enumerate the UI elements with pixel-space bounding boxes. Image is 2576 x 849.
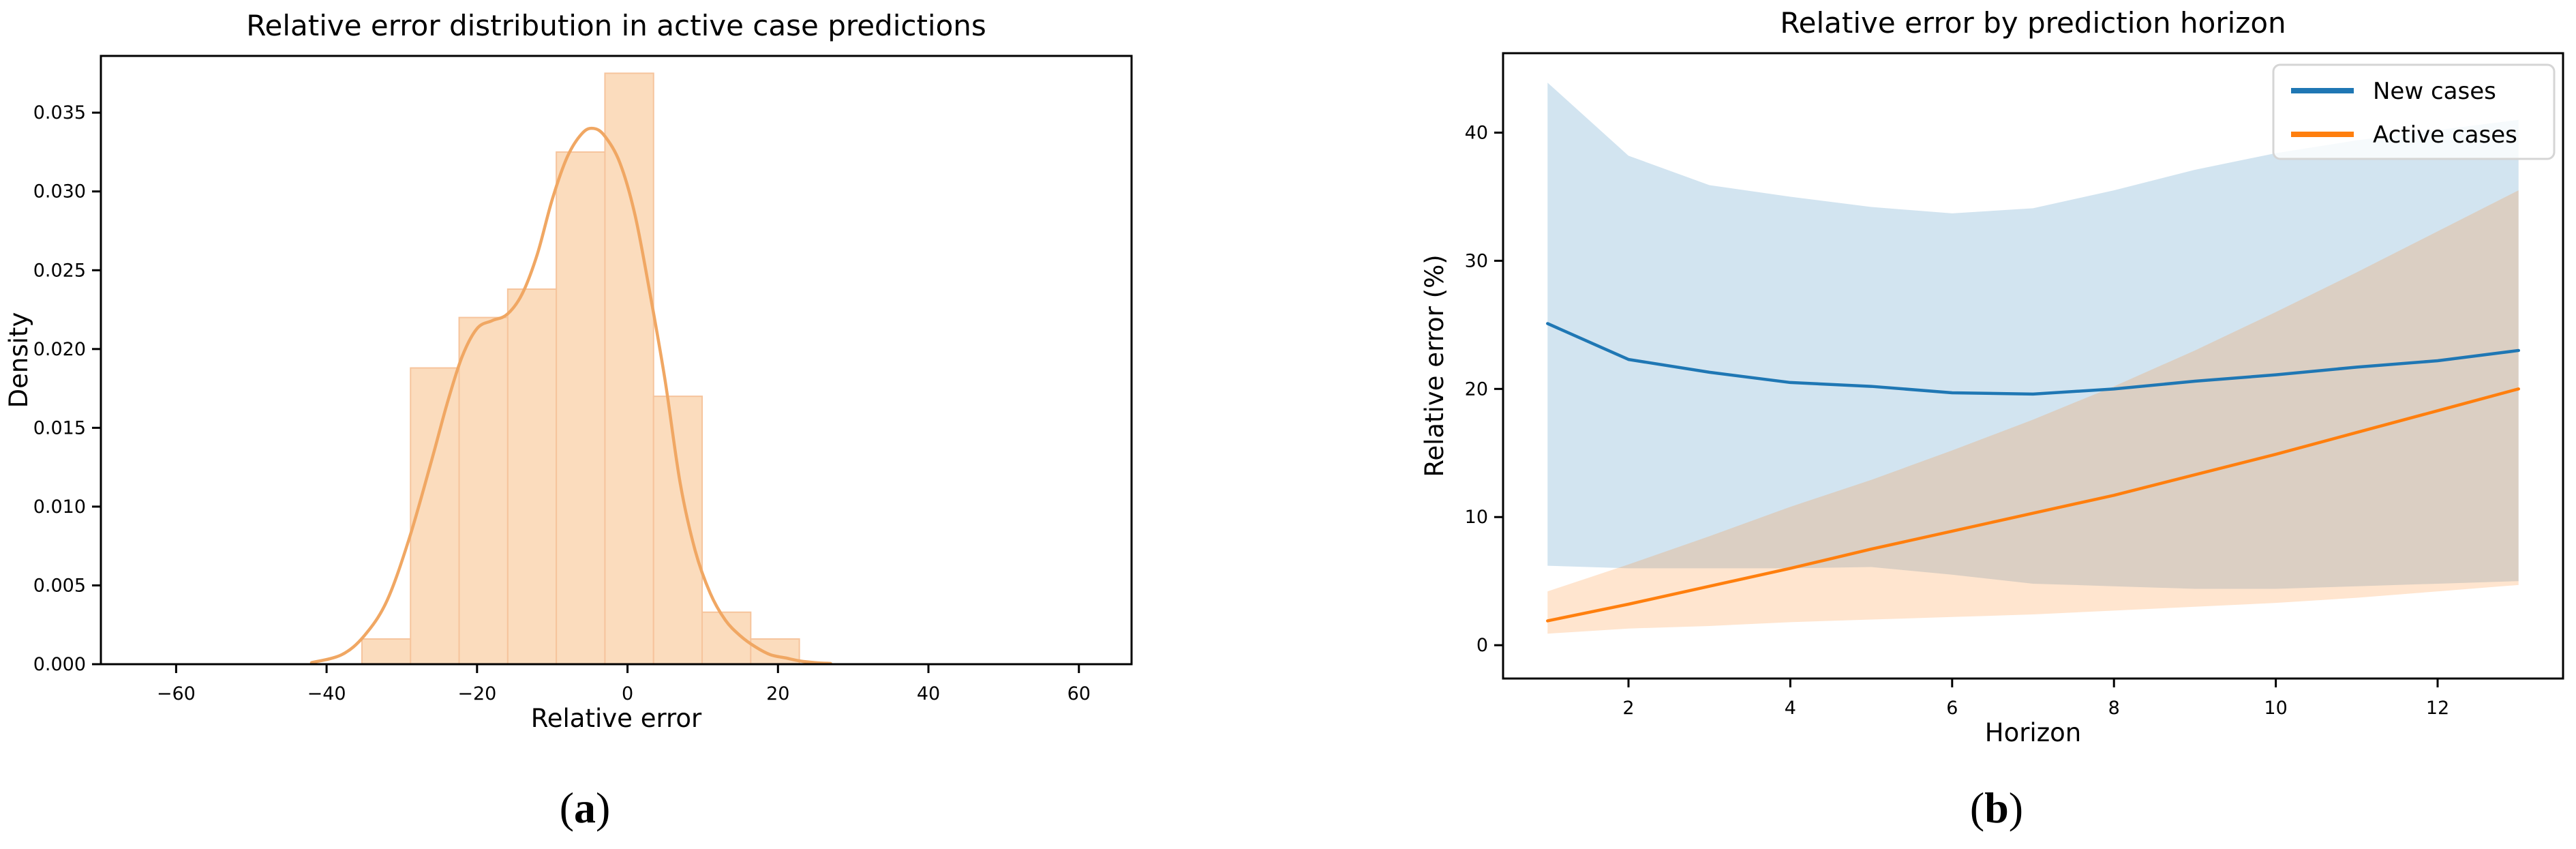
x-tick-label: 4 (1785, 698, 1796, 719)
chart-title: Relative error distribution in active ca… (246, 9, 986, 42)
x-axis-label: Horizon (1985, 718, 2081, 747)
y-tick-label: 0.020 (33, 339, 86, 360)
y-tick-label: 0.030 (33, 181, 86, 203)
caption-a-letter: a (574, 784, 596, 832)
histogram-bar (556, 151, 606, 665)
x-tick-label: 10 (2264, 698, 2287, 719)
y-axis-label: Relative error (%) (1420, 254, 1449, 477)
y-tick-label: 10 (1465, 507, 1488, 528)
histogram-bar (458, 316, 509, 665)
histogram-bar (410, 367, 460, 665)
x-tick-label: 8 (2108, 698, 2120, 719)
x-tick-label: −60 (157, 683, 196, 704)
active-cases-line (1546, 387, 2520, 623)
y-tick-label: 0.000 (33, 654, 86, 675)
y-tick-label: 20 (1465, 378, 1488, 400)
legend-label-active-cases: Active cases (2373, 121, 2517, 149)
y-axis-label: Density (4, 312, 33, 408)
horizon-line-chart: 2 4 6 8 10 12 0 10 20 30 40 Relative error by predi… (1420, 6, 2564, 747)
histogram-kde-chart: −60 −40 −20 0 20 40 60 0.000 0.005 0.010 0.015 0.02… (4, 9, 1133, 733)
y-tick-label: 40 (1465, 123, 1488, 144)
caption-b-close-paren: ) (2008, 784, 2024, 832)
x-axis-label: Relative error (531, 704, 702, 733)
caption-b-letter: b (1984, 784, 2009, 832)
x-tick-label: 60 (1067, 683, 1091, 704)
histogram-bar (652, 396, 703, 665)
x-tick-label: 6 (1946, 698, 1958, 719)
plot-border (1502, 52, 2564, 680)
y-tick-label: 0 (1476, 635, 1488, 656)
x-tick-label: 40 (917, 683, 940, 704)
y-tick-label: 0.015 (33, 417, 86, 438)
new-cases-band (1547, 83, 2519, 589)
y-tick-label: 0.010 (33, 496, 86, 518)
y-tick-label: 0.025 (33, 260, 86, 281)
x-tick-label: 2 (1622, 698, 1634, 719)
plot-border (100, 55, 1133, 666)
new-cases-line (1546, 322, 2520, 396)
histogram-bar (361, 638, 412, 665)
caption-b: (b) (1288, 783, 2576, 833)
y-tick-label: 0.035 (33, 102, 86, 123)
kde-curve (309, 126, 832, 666)
x-tick-label: −20 (457, 683, 496, 704)
y-tick-label: 0.005 (33, 575, 86, 596)
caption-a-close-paren: ) (596, 784, 611, 832)
x-tick-label: −40 (307, 683, 346, 704)
histogram-bar (506, 288, 558, 665)
legend-label-new-cases: New cases (2373, 78, 2496, 105)
caption-a: (a) (0, 783, 1170, 833)
caption-b-open-paren: ( (1969, 784, 1985, 832)
active-cases-band (1547, 190, 2519, 634)
x-tick-label: 0 (622, 683, 633, 704)
histogram-bar (604, 72, 654, 666)
panel-histogram: −60 −40 −20 0 20 40 60 0.000 0.005 0.010 0.015 0.02… (0, 9, 1170, 833)
panel-horizon-lines: 2 4 6 8 10 12 0 10 20 30 40 Relative error by predi… (1288, 0, 2576, 849)
chart-title: Relative error by prediction horizon (1780, 6, 2286, 40)
y-tick-label: 30 (1465, 250, 1488, 271)
x-tick-label: 20 (766, 683, 789, 704)
caption-a-open-paren: ( (559, 784, 574, 832)
x-tick-label: 12 (2426, 698, 2449, 719)
